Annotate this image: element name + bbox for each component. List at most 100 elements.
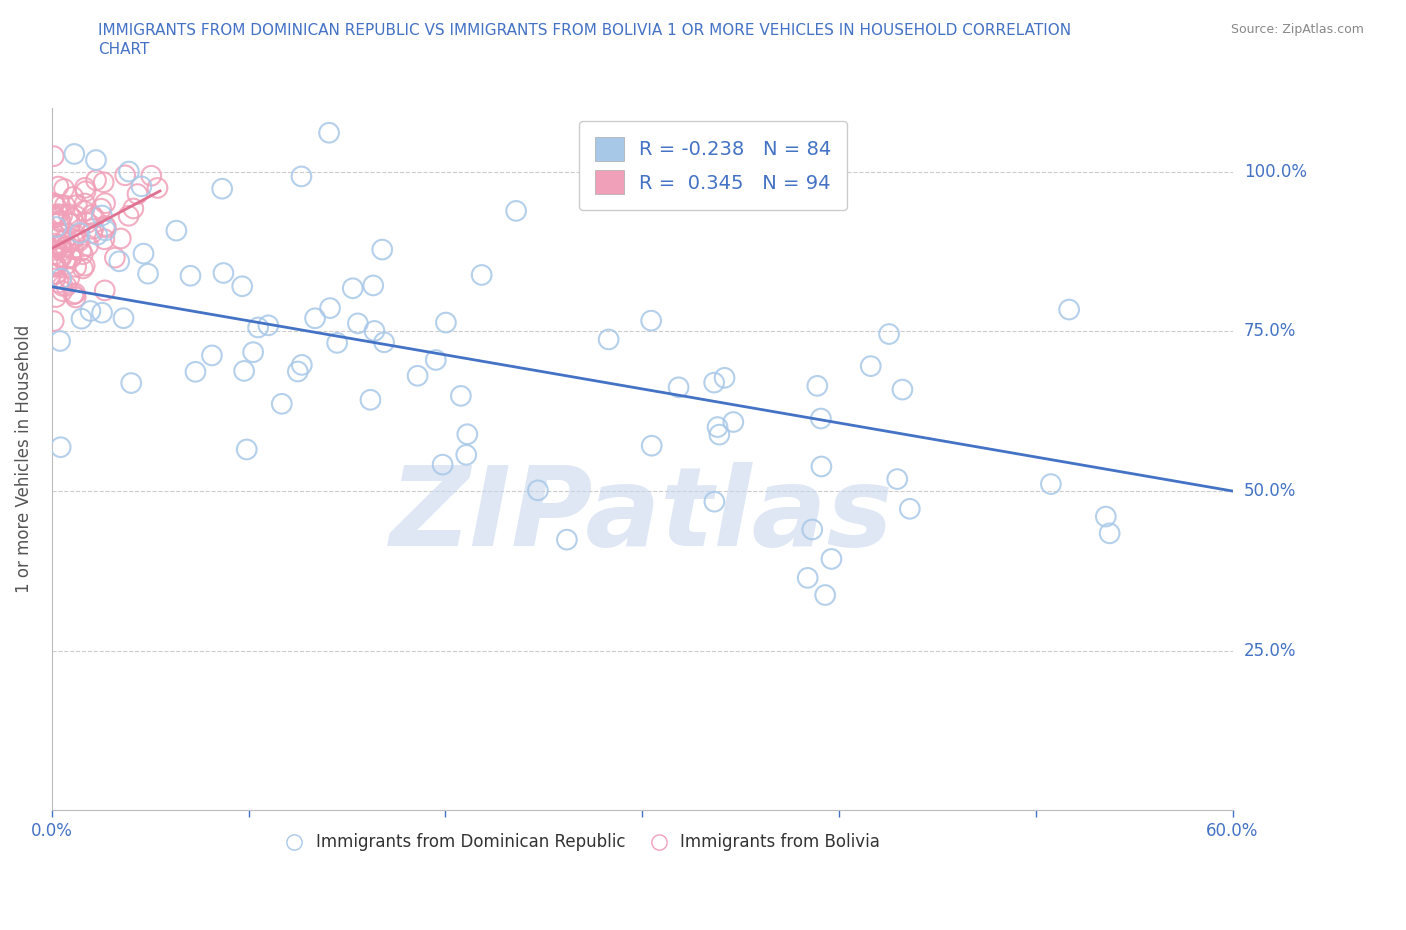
- Point: [235, 442, 257, 457]
- Point: [146, 180, 169, 195]
- Point: [806, 379, 828, 393]
- Point: [406, 368, 429, 383]
- Point: [51, 244, 73, 259]
- Point: [44, 247, 66, 262]
- Point: [425, 352, 447, 367]
- Text: 50.0%: 50.0%: [1244, 482, 1296, 500]
- Point: [58, 206, 80, 221]
- Point: [49, 197, 72, 212]
- Point: [42, 207, 65, 222]
- Point: [44, 209, 66, 224]
- Point: [51, 284, 73, 299]
- Point: [62, 190, 84, 205]
- Point: [801, 522, 824, 537]
- Point: [136, 266, 159, 281]
- Text: 75.0%: 75.0%: [1244, 323, 1296, 340]
- Point: [55, 240, 77, 255]
- Point: [42, 195, 65, 210]
- Point: [44, 230, 66, 245]
- Point: [231, 279, 253, 294]
- Point: [42, 225, 65, 240]
- Point: [820, 551, 842, 566]
- Point: [65, 290, 87, 305]
- Point: [52, 278, 75, 293]
- Point: [42, 210, 65, 225]
- Point: [326, 336, 349, 351]
- Point: [65, 208, 87, 223]
- Point: [84, 173, 107, 188]
- Point: [93, 232, 115, 246]
- Point: [706, 419, 728, 434]
- Point: [233, 364, 256, 379]
- Point: [118, 164, 141, 179]
- Point: [55, 279, 77, 294]
- Point: [55, 257, 77, 272]
- Point: [42, 259, 65, 274]
- Point: [117, 208, 139, 223]
- Point: [287, 364, 309, 379]
- Point: [42, 239, 65, 254]
- Point: [90, 201, 112, 216]
- Point: [59, 216, 82, 231]
- Point: [45, 219, 67, 234]
- Point: [1039, 476, 1062, 491]
- Point: [456, 427, 478, 442]
- Point: [703, 494, 725, 509]
- Point: [42, 149, 65, 164]
- Point: [51, 207, 73, 222]
- Text: 100.0%: 100.0%: [1244, 163, 1306, 180]
- Point: [796, 570, 818, 585]
- Point: [527, 483, 550, 498]
- Point: [84, 153, 107, 167]
- Point: [63, 147, 86, 162]
- Point: [165, 223, 187, 238]
- Point: [44, 243, 66, 258]
- Point: [45, 259, 67, 273]
- Point: [49, 213, 72, 228]
- Point: [598, 332, 620, 347]
- Point: [319, 300, 342, 315]
- Point: [810, 411, 832, 426]
- Point: [184, 365, 207, 379]
- Text: ZIPatlas: ZIPatlas: [391, 462, 894, 569]
- Point: [104, 250, 127, 265]
- Point: [114, 168, 136, 183]
- Point: [886, 472, 908, 486]
- Point: [49, 214, 72, 229]
- Point: [709, 427, 731, 442]
- Point: [91, 305, 114, 320]
- Point: [432, 458, 454, 472]
- Text: Source: ZipAtlas.com: Source: ZipAtlas.com: [1230, 23, 1364, 36]
- Point: [76, 216, 98, 231]
- Point: [201, 348, 224, 363]
- Point: [505, 204, 527, 219]
- Point: [42, 197, 65, 212]
- Point: [211, 181, 233, 196]
- Point: [48, 275, 70, 290]
- Point: [69, 226, 91, 241]
- Point: [131, 179, 153, 193]
- Point: [713, 370, 735, 385]
- Point: [108, 254, 131, 269]
- Point: [53, 232, 76, 247]
- Point: [58, 234, 80, 249]
- Point: [48, 226, 70, 241]
- Point: [141, 168, 163, 183]
- Point: [257, 318, 280, 333]
- Point: [70, 244, 93, 259]
- Point: [73, 196, 96, 211]
- Point: [1057, 302, 1080, 317]
- Point: [45, 289, 67, 304]
- Point: [723, 415, 745, 430]
- Point: [898, 501, 921, 516]
- Point: [814, 588, 837, 603]
- Point: [72, 261, 94, 276]
- Point: [122, 201, 145, 216]
- Point: [44, 271, 66, 286]
- Point: [79, 303, 101, 318]
- Point: [640, 313, 662, 328]
- Point: [62, 287, 84, 302]
- Point: [877, 326, 900, 341]
- Point: [94, 220, 117, 235]
- Point: [371, 242, 394, 257]
